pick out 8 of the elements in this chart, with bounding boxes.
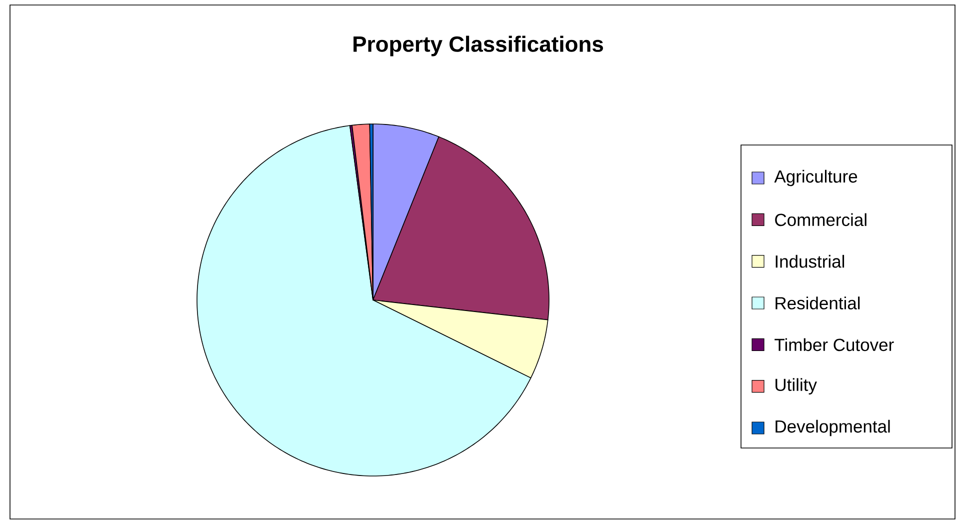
legend-label: Agriculture (774, 170, 858, 186)
legend-label: Industrial (776, 254, 844, 268)
legend-label: Timber Cutover (774, 338, 894, 352)
legend-label: Utility (776, 378, 817, 394)
legend-label: Commercial (775, 213, 866, 226)
chart-title: Property Classifications (354, 36, 604, 56)
legend-label: Residential (776, 296, 860, 310)
legend-label: Developmental (776, 420, 890, 436)
